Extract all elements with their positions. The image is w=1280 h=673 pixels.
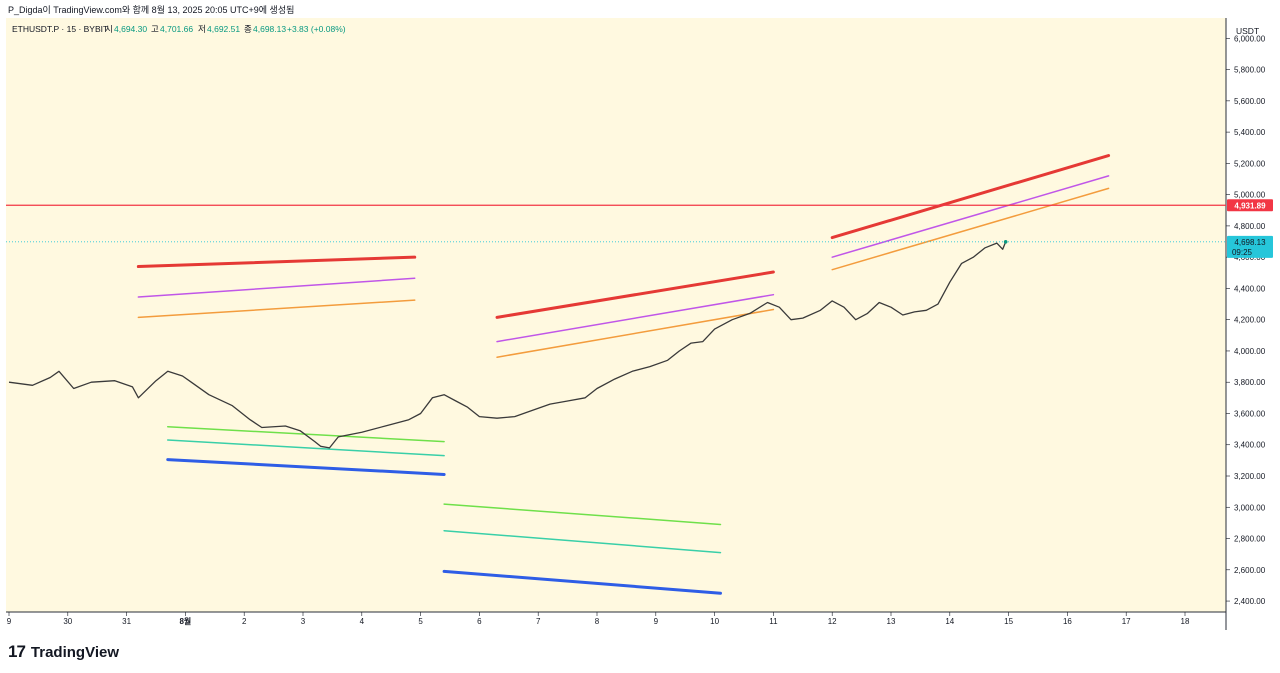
x-tick-label: 7 — [536, 617, 541, 626]
x-tick-label: 5 — [418, 617, 423, 626]
y-tick-label: 4,200.00 — [1234, 316, 1266, 325]
y-tick-label: 3,000.00 — [1234, 503, 1266, 512]
price-axis[interactable]: 2,400.00 2,600.00 2,800.00 3,000.00 3,200.00… — [1226, 34, 1266, 606]
trendline[interactable] — [496, 308, 775, 358]
last-price-text: 4,698.13 — [1234, 238, 1266, 247]
x-tick-label: 11 — [769, 617, 778, 626]
trendline[interactable] — [137, 277, 416, 298]
countdown-text: 09:25 — [1232, 248, 1253, 257]
chart-legend: ETHUSDT.P · 15 · BYBIT 시 4,694.30 고 4,70… — [12, 24, 346, 34]
chart-container[interactable]: 2,400.00 2,600.00 2,800.00 3,000.00 3,200.00… — [6, 18, 1274, 630]
horizontal-line-price-text: 4,931.89 — [1234, 201, 1266, 210]
trendline[interactable] — [166, 458, 446, 476]
time-axis-background[interactable] — [6, 612, 1226, 630]
currency-label[interactable]: USDT — [1236, 26, 1259, 36]
tradingview-logo-icon: 17 — [8, 642, 26, 661]
y-tick-label: 2,800.00 — [1234, 535, 1266, 544]
x-tick-label: 17 — [1122, 617, 1131, 626]
price-chart[interactable]: 2,400.00 2,600.00 2,800.00 3,000.00 3,200.00… — [6, 18, 1274, 630]
x-tick-label: 15 — [1004, 617, 1013, 626]
brand-name: TradingView — [30, 643, 120, 661]
x-tick-label: 13 — [887, 617, 896, 626]
legend-open-label: 시 — [105, 24, 113, 34]
y-tick-label: 5,400.00 — [1234, 128, 1266, 137]
y-tick-label: 4,000.00 — [1234, 347, 1266, 356]
x-tick-label: 4 — [360, 617, 365, 626]
trendline[interactable] — [167, 426, 445, 443]
trendline[interactable] — [442, 569, 722, 595]
x-tick-label: 10 — [710, 617, 719, 626]
trendline[interactable] — [443, 529, 722, 554]
trendline[interactable] — [831, 187, 1110, 271]
trendline[interactable] — [137, 299, 416, 319]
x-tick-label: 18 — [1181, 617, 1190, 626]
legend-low-label: 저 — [198, 24, 206, 34]
price-line — [8, 241, 1007, 449]
legend-high: 4,701.66 — [160, 24, 193, 34]
trendline[interactable] — [495, 270, 775, 319]
time-axis[interactable]: 9 30 31 8월 2 3 4 5 6 7 8 9 10 11 12 13 14 15 16 17 18 — [7, 612, 1190, 626]
price-axis-background[interactable] — [1226, 18, 1274, 630]
y-tick-label: 5,600.00 — [1234, 97, 1266, 106]
legend-symbol[interactable]: ETHUSDT.P · 15 · BYBIT — [12, 24, 108, 34]
y-tick-label: 3,600.00 — [1234, 409, 1266, 418]
snapshot-caption: P_Digda이 TradingView.com와 함께 8월 13, 2025… — [8, 5, 295, 15]
trendlines[interactable] — [136, 154, 1111, 595]
price-series — [8, 240, 1008, 449]
y-tick-label: 2,600.00 — [1234, 566, 1266, 575]
x-tick-label: 8 — [595, 617, 600, 626]
y-tick-label: 2,400.00 — [1234, 597, 1266, 606]
y-tick-label: 4,400.00 — [1234, 284, 1266, 293]
trendline[interactable] — [496, 293, 775, 343]
y-tick-label: 5,800.00 — [1234, 66, 1266, 75]
x-tick-label: 2 — [242, 617, 247, 626]
y-tick-label: 5,000.00 — [1234, 191, 1266, 200]
trendline[interactable] — [136, 255, 417, 269]
x-tick-label: 12 — [828, 617, 837, 626]
legend-high-label: 고 — [151, 24, 159, 34]
legend-low: 4,692.51 — [207, 24, 240, 34]
legend-close-label: 종 — [244, 24, 252, 34]
y-tick-label: 3,200.00 — [1234, 472, 1266, 481]
trendline[interactable] — [830, 154, 1111, 240]
x-tick-label: 3 — [301, 617, 306, 626]
x-tick-label: 6 — [477, 617, 482, 626]
horizontal-line-price-tag[interactable] — [1227, 199, 1273, 212]
header-bar: P_Digda이 TradingView.com와 함께 8월 13, 2025… — [0, 0, 1280, 18]
plot-background[interactable] — [6, 18, 1226, 612]
x-tick-label: 8월 — [179, 616, 191, 626]
trendline[interactable] — [831, 175, 1110, 258]
x-tick-label: 31 — [122, 617, 131, 626]
y-tick-label: 4,800.00 — [1234, 222, 1266, 231]
x-tick-label: 30 — [63, 617, 72, 626]
x-tick-label: 16 — [1063, 617, 1072, 626]
trendline[interactable] — [443, 503, 722, 526]
brand-footer[interactable]: 17 TradingView — [8, 642, 119, 662]
x-tick-label: 9 — [7, 617, 12, 626]
horizontal-lines[interactable] — [6, 204, 1226, 243]
last-price-tag[interactable] — [1227, 235, 1273, 258]
last-price-point — [1003, 240, 1008, 244]
x-tick-label: 9 — [654, 617, 659, 626]
x-tick-label: 14 — [945, 617, 954, 626]
y-tick-label: 3,400.00 — [1234, 441, 1266, 450]
y-tick-label: 6,000.00 — [1234, 34, 1266, 43]
legend-change: +3.83 (+0.08%) — [287, 24, 346, 34]
legend-open: 4,694.30 — [114, 24, 147, 34]
y-tick-label: 5,200.00 — [1234, 159, 1266, 168]
trendline[interactable] — [167, 439, 445, 457]
legend-close: 4,698.13 — [253, 24, 286, 34]
y-tick-label: 3,800.00 — [1234, 378, 1266, 387]
